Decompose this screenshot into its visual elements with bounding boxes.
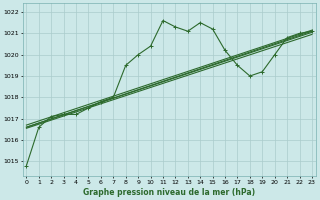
X-axis label: Graphe pression niveau de la mer (hPa): Graphe pression niveau de la mer (hPa) bbox=[83, 188, 255, 197]
